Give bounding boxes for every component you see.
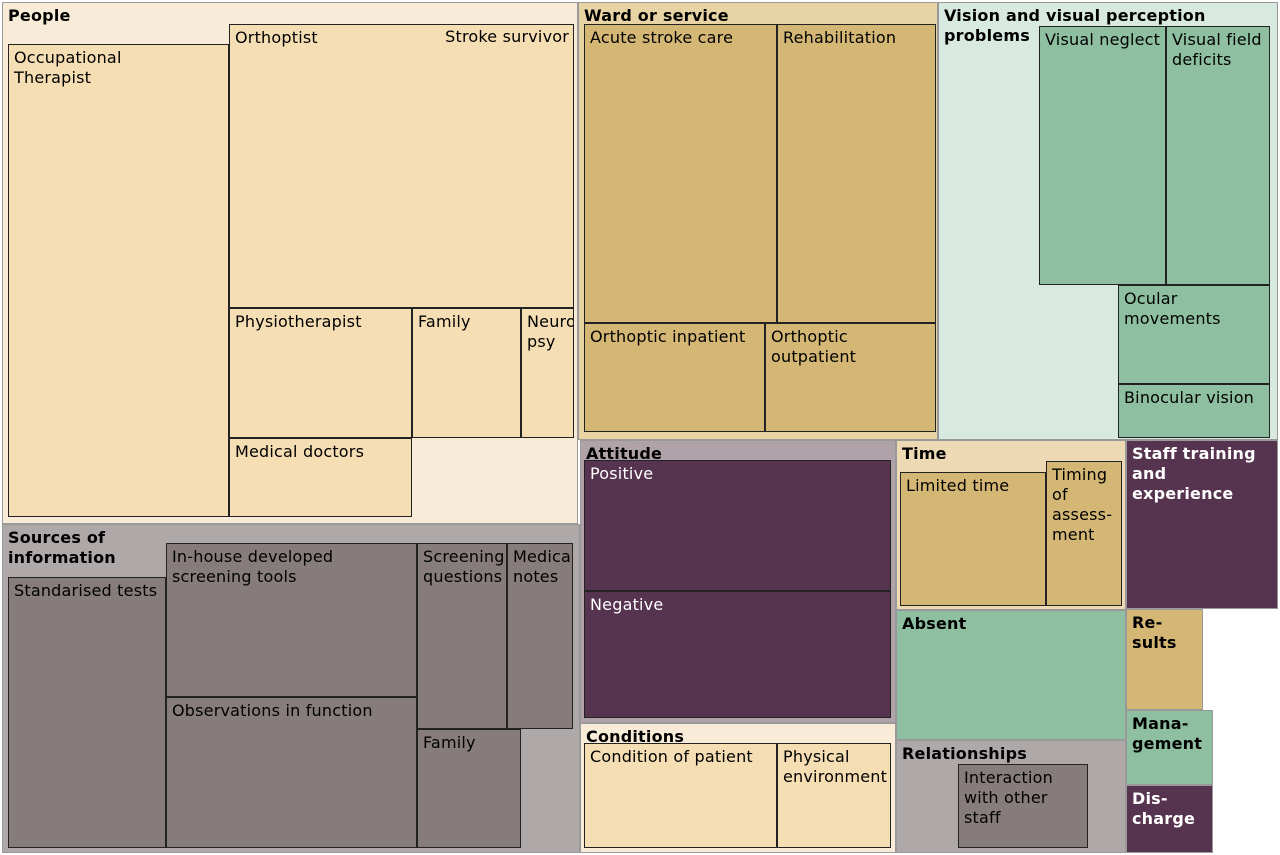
cell-limited-time: Limited time — [900, 472, 1046, 606]
cell-interaction-with-other-staff: Interaction with other staff — [958, 764, 1088, 848]
cell-label-stroke-survivor: Stroke survivor — [445, 27, 569, 46]
cell-label-orthoptic-inpatient: Orthoptic inpatient — [590, 327, 746, 346]
cell-binocular-vision: Binocular vision — [1118, 384, 1270, 438]
cell-label-neuro-psy: Neuro psy — [527, 312, 574, 351]
group-label-mana-gement: Mana- gement — [1132, 714, 1203, 753]
cell-label-ocular-movements: Ocular movements — [1124, 289, 1221, 328]
cell-label-interaction-with-other-staff: Interaction with other staff — [964, 768, 1054, 827]
cell-label-medical-notes: Medical notes — [513, 547, 573, 586]
cell-positive: Positive — [584, 460, 891, 591]
cell-label-family: Family — [423, 733, 476, 752]
cell-label-screening-questions: Screening questions — [423, 547, 505, 586]
cell-label-orthoptic-outpatient: Orthoptic outpatient — [771, 327, 857, 366]
cell-negative: Negative — [584, 591, 891, 718]
group-label-vision-and-visual-perception-problems: Vision and visual perception problems — [944, 6, 1206, 45]
group-label-dis-charge: Dis- charge — [1132, 789, 1196, 828]
cell-orthoptic-inpatient: Orthoptic inpatient — [584, 323, 765, 432]
group-label-absent: Absent — [902, 614, 967, 633]
cell-in-house-developed-screening-tools: In-house developed screening tools — [166, 543, 417, 697]
cell-label-rehabilitation: Rehabilitation — [783, 28, 897, 47]
cell-orthoptist: Orthoptist — [229, 24, 574, 308]
cell-label-physiotherapist: Physiotherapist — [235, 312, 362, 331]
cell-label-orthoptist: Orthoptist — [235, 28, 318, 47]
cell-visual-neglect: Visual neglect — [1039, 26, 1166, 285]
cell-visual-field-deficits: Visual field deficits — [1166, 26, 1270, 285]
group-absent: Absent — [896, 610, 1126, 740]
cell-label-in-house-developed-screening-tools: In-house developed screening tools — [172, 547, 334, 586]
cell-label-family: Family — [418, 312, 471, 331]
cell-label-limited-time: Limited time — [906, 476, 1010, 495]
cell-standarised-tests: Standarised tests — [8, 577, 166, 848]
cell-label-acute-stroke-care: Acute stroke care — [590, 28, 734, 47]
group-label-sources-of-information: Sources of information — [8, 528, 116, 567]
cell-screening-questions: Screening questions — [417, 543, 507, 729]
cell-condition-of-patient: Condition of patient — [584, 743, 777, 848]
cell-timing-of-assess-ment: Timing of assess- ment — [1046, 461, 1122, 606]
cell-physical-environment: Physical environment — [777, 743, 891, 848]
cell-ocular-movements: Ocular movements — [1118, 285, 1270, 384]
cell-label-physical-environment: Physical environment — [783, 747, 888, 786]
cell-label-negative: Negative — [590, 595, 664, 614]
cell-label-visual-neglect: Visual neglect — [1045, 30, 1161, 49]
cell-occupational-therapist: Occupational Therapist — [8, 44, 229, 517]
group-label-people: People — [8, 6, 71, 25]
group-label-staff-training-and-experience: Staff training and experience — [1132, 444, 1256, 503]
group-mana-gement: Mana- gement — [1126, 710, 1213, 785]
cell-orthoptic-outpatient: Orthoptic outpatient — [765, 323, 936, 432]
cell-label-occupational-therapist: Occupational Therapist — [14, 48, 122, 87]
group-label-ward-or-service: Ward or service — [584, 6, 729, 25]
cell-label-timing-of-assess-ment: Timing of assess- ment — [1052, 465, 1113, 544]
group-label-time: Time — [902, 444, 947, 463]
cell-medical-notes: Medical notes — [507, 543, 573, 729]
cell-family: Family — [412, 308, 521, 438]
cell-acute-stroke-care: Acute stroke care — [584, 24, 777, 323]
group-re-sults: Re- sults — [1126, 609, 1203, 710]
cell-physiotherapist: Physiotherapist — [229, 308, 412, 438]
cell-label-medical-doctors: Medical doctors — [235, 442, 365, 461]
cell-label-visual-field-deficits: Visual field deficits — [1172, 30, 1262, 69]
cell-observations-in-function: Observations in function — [166, 697, 417, 848]
cell-label-condition-of-patient: Condition of patient — [590, 747, 753, 766]
group-label-attitude: Attitude — [586, 444, 663, 463]
cell-medical-doctors: Medical doctors — [229, 438, 412, 517]
group-label-conditions: Conditions — [586, 727, 685, 746]
cell-family: Family — [417, 729, 521, 848]
group-label-relationships: Relationships — [902, 744, 1027, 763]
group-dis-charge: Dis- charge — [1126, 785, 1213, 853]
cell-label-standarised-tests: Standarised tests — [14, 581, 158, 600]
cell-stroke-survivor: Stroke survivor — [229, 24, 574, 308]
group-staff-training-and-experience: Staff training and experience — [1126, 440, 1278, 609]
cell-label-positive: Positive — [590, 464, 654, 483]
group-label-re-sults: Re- sults — [1132, 613, 1177, 652]
cell-rehabilitation: Rehabilitation — [777, 24, 936, 323]
cell-label-binocular-vision: Binocular vision — [1124, 388, 1255, 407]
cell-neuro-psy: Neuro psy — [521, 308, 574, 438]
cell-label-observations-in-function: Observations in function — [172, 701, 373, 720]
